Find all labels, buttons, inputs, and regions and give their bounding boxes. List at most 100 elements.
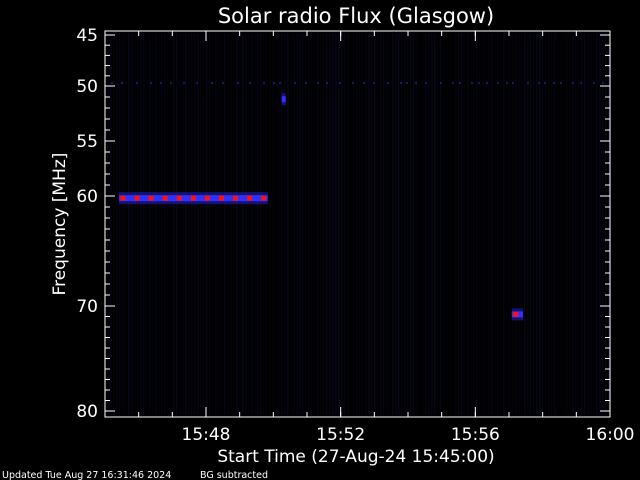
y-tick-label: 70 bbox=[76, 297, 98, 317]
chart-title: Solar radio Flux (Glasgow) bbox=[218, 4, 494, 28]
noise-column bbox=[176, 33, 178, 415]
noise-column bbox=[422, 33, 424, 415]
noise-speck bbox=[196, 81, 198, 84]
burst-peak bbox=[204, 195, 210, 201]
noise-column bbox=[554, 33, 556, 415]
noise-column bbox=[353, 33, 355, 415]
y-axis: 45 50 55 60 70 80 bbox=[76, 26, 610, 422]
noise-column bbox=[467, 33, 469, 415]
noise-column bbox=[425, 33, 427, 415]
noise-column bbox=[473, 33, 475, 415]
noise-speck bbox=[317, 81, 319, 84]
noise-column bbox=[530, 33, 532, 415]
noise-column bbox=[500, 33, 502, 415]
burst-core bbox=[281, 96, 286, 103]
x-tick-label: 16:00 bbox=[586, 425, 635, 445]
noise-column bbox=[374, 33, 376, 415]
noise-column bbox=[605, 33, 607, 415]
noise-column bbox=[131, 33, 133, 415]
noise-column bbox=[164, 33, 166, 415]
noise-column bbox=[437, 33, 439, 415]
noise-column bbox=[446, 33, 448, 415]
noise-speck bbox=[305, 81, 307, 84]
noise-column bbox=[173, 33, 175, 415]
noise-column bbox=[584, 33, 586, 415]
noise-column bbox=[587, 33, 589, 415]
burst-peak bbox=[219, 195, 225, 201]
noise-speck bbox=[222, 81, 224, 84]
noise-column bbox=[212, 33, 214, 415]
noise-column bbox=[551, 33, 553, 415]
noise-speck bbox=[527, 81, 529, 84]
noise-column bbox=[443, 33, 445, 415]
noise-column bbox=[560, 33, 562, 415]
noise-column bbox=[269, 33, 271, 415]
noise-column bbox=[227, 33, 229, 415]
noise-column bbox=[140, 33, 142, 415]
noise-column bbox=[380, 33, 382, 415]
burst-peak bbox=[247, 195, 253, 201]
noise-column bbox=[536, 33, 538, 415]
noise-column bbox=[395, 33, 397, 415]
noise-column bbox=[512, 33, 514, 415]
noise-column bbox=[359, 33, 361, 415]
noise-column bbox=[170, 33, 172, 415]
noise-speck bbox=[593, 81, 595, 84]
noise-column bbox=[599, 33, 601, 415]
noise-column bbox=[503, 33, 505, 415]
noise-speck bbox=[425, 81, 427, 84]
noise-column bbox=[548, 33, 550, 415]
noise-speck bbox=[294, 81, 296, 84]
noise-speck bbox=[363, 81, 365, 84]
noise-column bbox=[344, 33, 346, 415]
noise-column bbox=[251, 33, 253, 415]
burst-peak bbox=[176, 195, 182, 201]
noise-column bbox=[314, 33, 316, 415]
noise-column bbox=[119, 33, 121, 415]
noise-speck bbox=[497, 81, 499, 84]
noise-speck bbox=[560, 81, 562, 84]
noise-column bbox=[464, 33, 466, 415]
noise-column bbox=[299, 33, 301, 415]
noise-column bbox=[557, 33, 559, 415]
noise-column bbox=[416, 33, 418, 415]
noise-speck bbox=[136, 81, 138, 84]
noise-column bbox=[434, 33, 436, 415]
noise-column bbox=[419, 33, 421, 415]
noise-speck bbox=[602, 81, 604, 84]
noise-column bbox=[590, 33, 592, 415]
noise-speck bbox=[459, 81, 461, 84]
noise-column bbox=[296, 33, 298, 415]
noise-column bbox=[608, 33, 610, 415]
noise-column bbox=[365, 33, 367, 415]
noise-column bbox=[116, 33, 118, 415]
x-tick-label: 15:56 bbox=[451, 425, 500, 445]
noise-column bbox=[377, 33, 379, 415]
noise-column bbox=[107, 33, 109, 415]
noise-speck bbox=[553, 81, 555, 84]
noise-column bbox=[539, 33, 541, 415]
noise-column bbox=[209, 33, 211, 415]
noise-column bbox=[428, 33, 430, 415]
noise-column bbox=[257, 33, 259, 415]
noise-speck bbox=[111, 81, 113, 84]
noise-column bbox=[350, 33, 352, 415]
noise-speck bbox=[326, 81, 328, 84]
noise-column bbox=[326, 33, 328, 415]
noise-column bbox=[509, 33, 511, 415]
noise-speck bbox=[263, 81, 265, 84]
noise-speck bbox=[415, 81, 417, 84]
noise-column bbox=[194, 33, 196, 415]
noise-speck bbox=[387, 81, 389, 84]
bg-subtracted-note: BG subtracted bbox=[200, 470, 268, 480]
plot-area bbox=[107, 33, 610, 415]
noise-column bbox=[368, 33, 370, 415]
burst-peak bbox=[162, 195, 168, 201]
noise-column bbox=[134, 33, 136, 415]
noise-column bbox=[254, 33, 256, 415]
y-tick-label: 50 bbox=[76, 77, 98, 97]
noise-speck bbox=[512, 81, 514, 84]
noise-column bbox=[272, 33, 274, 415]
burst-peak bbox=[261, 195, 267, 201]
noise-column bbox=[308, 33, 310, 415]
